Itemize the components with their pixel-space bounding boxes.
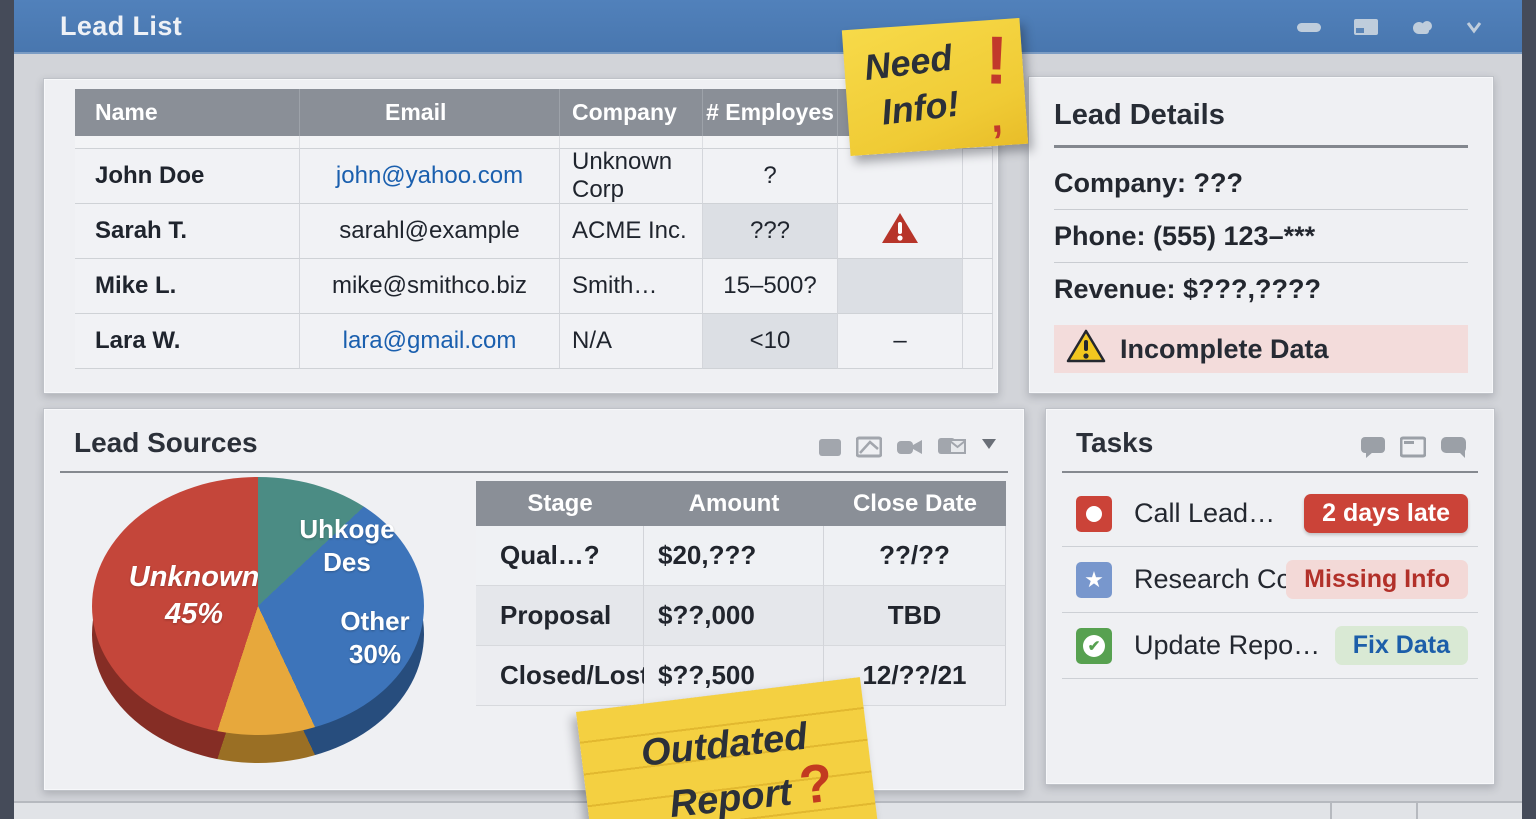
- cell-company[interactable]: Unknown Corp: [560, 148, 703, 204]
- pie-slices[interactable]: [92, 477, 424, 735]
- lead-sources-title: Lead Sources: [74, 427, 258, 458]
- cell-flag[interactable]: –: [838, 314, 963, 369]
- cell-employees[interactable]: ???: [703, 204, 838, 259]
- warning-triangle-icon: [881, 211, 919, 252]
- lead-details-fields: Company: ??? Phone: (555) 123–*** Revenu…: [1054, 157, 1468, 315]
- record-icon: [1076, 495, 1112, 532]
- cell-flag[interactable]: [838, 259, 963, 314]
- revenue-field: Revenue: $???,????: [1054, 273, 1322, 304]
- chart-window-icon[interactable]: [855, 436, 883, 463]
- task-label: Update Repo…: [1134, 630, 1321, 660]
- cell-name[interactable]: Mike L.: [75, 259, 300, 314]
- app-window: Lead List Name Email Co: [14, 0, 1522, 819]
- minimize-icon[interactable]: [1296, 17, 1322, 37]
- col-header-amount[interactable]: Amount: [644, 481, 824, 526]
- col-header-close-date[interactable]: Close Date: [824, 481, 1006, 526]
- col-header-employees[interactable]: # Employes: [703, 89, 838, 136]
- cell-close-date[interactable]: ??/??: [824, 526, 1006, 586]
- lead-details-panel: Lead Details Company: ??? Phone: (555) 1…: [1028, 76, 1494, 394]
- phone-field: Phone: (555) 123–***: [1054, 210, 1468, 263]
- status-badge-late[interactable]: 2 days late: [1304, 494, 1468, 533]
- comment-icon[interactable]: [1360, 435, 1386, 464]
- col-header-company[interactable]: Company: [560, 89, 703, 136]
- cell-name[interactable]: Lara W.: [75, 314, 300, 369]
- sticky-text: Need: [862, 36, 955, 89]
- lead-sources-pie-chart: Unknown 45% Uhkoge Des Other 30%: [76, 477, 444, 787]
- col-header-name[interactable]: Name: [75, 89, 300, 136]
- cell-flag[interactable]: [838, 149, 963, 204]
- tasks-title: Tasks: [1076, 427, 1154, 458]
- cell-flag[interactable]: [838, 204, 963, 259]
- red-question-mark: ?: [796, 752, 837, 817]
- lead-details-title: Lead Details: [1054, 99, 1225, 131]
- mail-square-icon[interactable]: [938, 435, 966, 464]
- pie-label-unknown: Unknown 45%: [128, 561, 260, 631]
- sticky-text: Info!: [879, 82, 962, 133]
- lead-sources-panel: Lead Sources Unknown 45% Uhkoge: [43, 408, 1025, 791]
- red-comma-mark: ,: [988, 93, 1004, 142]
- status-badge-fix-data[interactable]: Fix Data: [1334, 626, 1468, 665]
- window-icon[interactable]: [1352, 16, 1380, 38]
- pie-label-uhkoge-des: Uhkoge Des: [299, 514, 395, 578]
- red-exclamation-mark: !: [984, 22, 1009, 99]
- titlebar-icons: [1296, 14, 1482, 40]
- cell-name[interactable]: John Doe: [75, 149, 300, 204]
- tasks-panel: Tasks Call Lead… 2 days late ★ Research …: [1045, 408, 1495, 785]
- corner-chevron-icon[interactable]: [980, 437, 998, 462]
- tasks-toolbar: [1360, 435, 1468, 464]
- check-icon: ✔: [1076, 627, 1112, 664]
- lead-table: Name Email Company # Employes John Doe j…: [75, 89, 993, 369]
- col-header-email[interactable]: Email: [300, 89, 560, 136]
- divider: [1062, 471, 1478, 473]
- cell-stage[interactable]: Qual…?: [476, 526, 644, 586]
- cell-email-link[interactable]: john@yahoo.com: [300, 149, 560, 204]
- stage-table: Stage Amount Close Date Qual…? $20,??? ?…: [476, 481, 1006, 706]
- status-badge-missing-info[interactable]: Missing Info: [1286, 560, 1468, 599]
- window-icon[interactable]: [1399, 436, 1427, 463]
- cell-amount[interactable]: $??,000: [644, 586, 824, 646]
- cell-email[interactable]: sarahl@example: [300, 204, 560, 259]
- lead-list-panel: Name Email Company # Employes John Doe j…: [43, 78, 999, 394]
- task-label: Call Lead…: [1134, 498, 1276, 528]
- cell-stage[interactable]: Proposal: [476, 586, 644, 646]
- sticky-note-need-info: Need Info! ! ,: [841, 17, 1029, 157]
- task-update-report[interactable]: ✔ Update Repo… Fix Data: [1062, 613, 1478, 679]
- cell-email[interactable]: mike@smithco.biz: [300, 259, 560, 314]
- task-research-company[interactable]: ★ Research Co… Missing Info: [1062, 547, 1478, 613]
- incomplete-data-banner: Incomplete Data: [1054, 325, 1468, 373]
- square-icon[interactable]: [818, 436, 842, 463]
- cell-company[interactable]: N/A: [560, 314, 703, 369]
- task-list: Call Lead… 2 days late ★ Research Co… Mi…: [1062, 481, 1478, 679]
- divider: [1054, 145, 1468, 148]
- footer-divider: [1330, 803, 1332, 819]
- cell-company[interactable]: ACME Inc.: [560, 204, 703, 259]
- col-header-stage[interactable]: Stage: [476, 481, 644, 526]
- cell-amount[interactable]: $20,???: [644, 526, 824, 586]
- cell-employees[interactable]: 15–500?: [703, 259, 838, 314]
- titlebar: Lead List: [14, 0, 1522, 54]
- warning-yellow-icon: [1066, 328, 1106, 371]
- lead-sources-toolbar: [818, 435, 998, 464]
- cell-close-date[interactable]: TBD: [824, 586, 1006, 646]
- cell-employees[interactable]: <10: [703, 314, 838, 369]
- cell-stage[interactable]: Closed/Lost: [476, 646, 649, 706]
- company-field: Company: ???: [1054, 157, 1468, 210]
- star-icon: ★: [1076, 561, 1112, 598]
- cloud-icon[interactable]: [1410, 17, 1436, 37]
- incomplete-data-label: Incomplete Data: [1120, 333, 1329, 364]
- chevron-down-icon[interactable]: [1466, 20, 1482, 34]
- cell-name[interactable]: Sarah T.: [75, 204, 300, 259]
- footer-divider: [1416, 803, 1418, 819]
- pie-label-other: Other 30%: [340, 606, 410, 670]
- task-call-lead[interactable]: Call Lead… 2 days late: [1062, 481, 1478, 547]
- cell-employees[interactable]: ?: [703, 149, 838, 204]
- chat-icon[interactable]: [1440, 435, 1468, 464]
- divider: [60, 471, 1008, 473]
- page-title: Lead List: [60, 11, 183, 41]
- cell-email-link[interactable]: lara@gmail.com: [300, 314, 560, 369]
- video-camera-icon[interactable]: [896, 436, 924, 463]
- cell-company[interactable]: Smith…: [560, 259, 703, 314]
